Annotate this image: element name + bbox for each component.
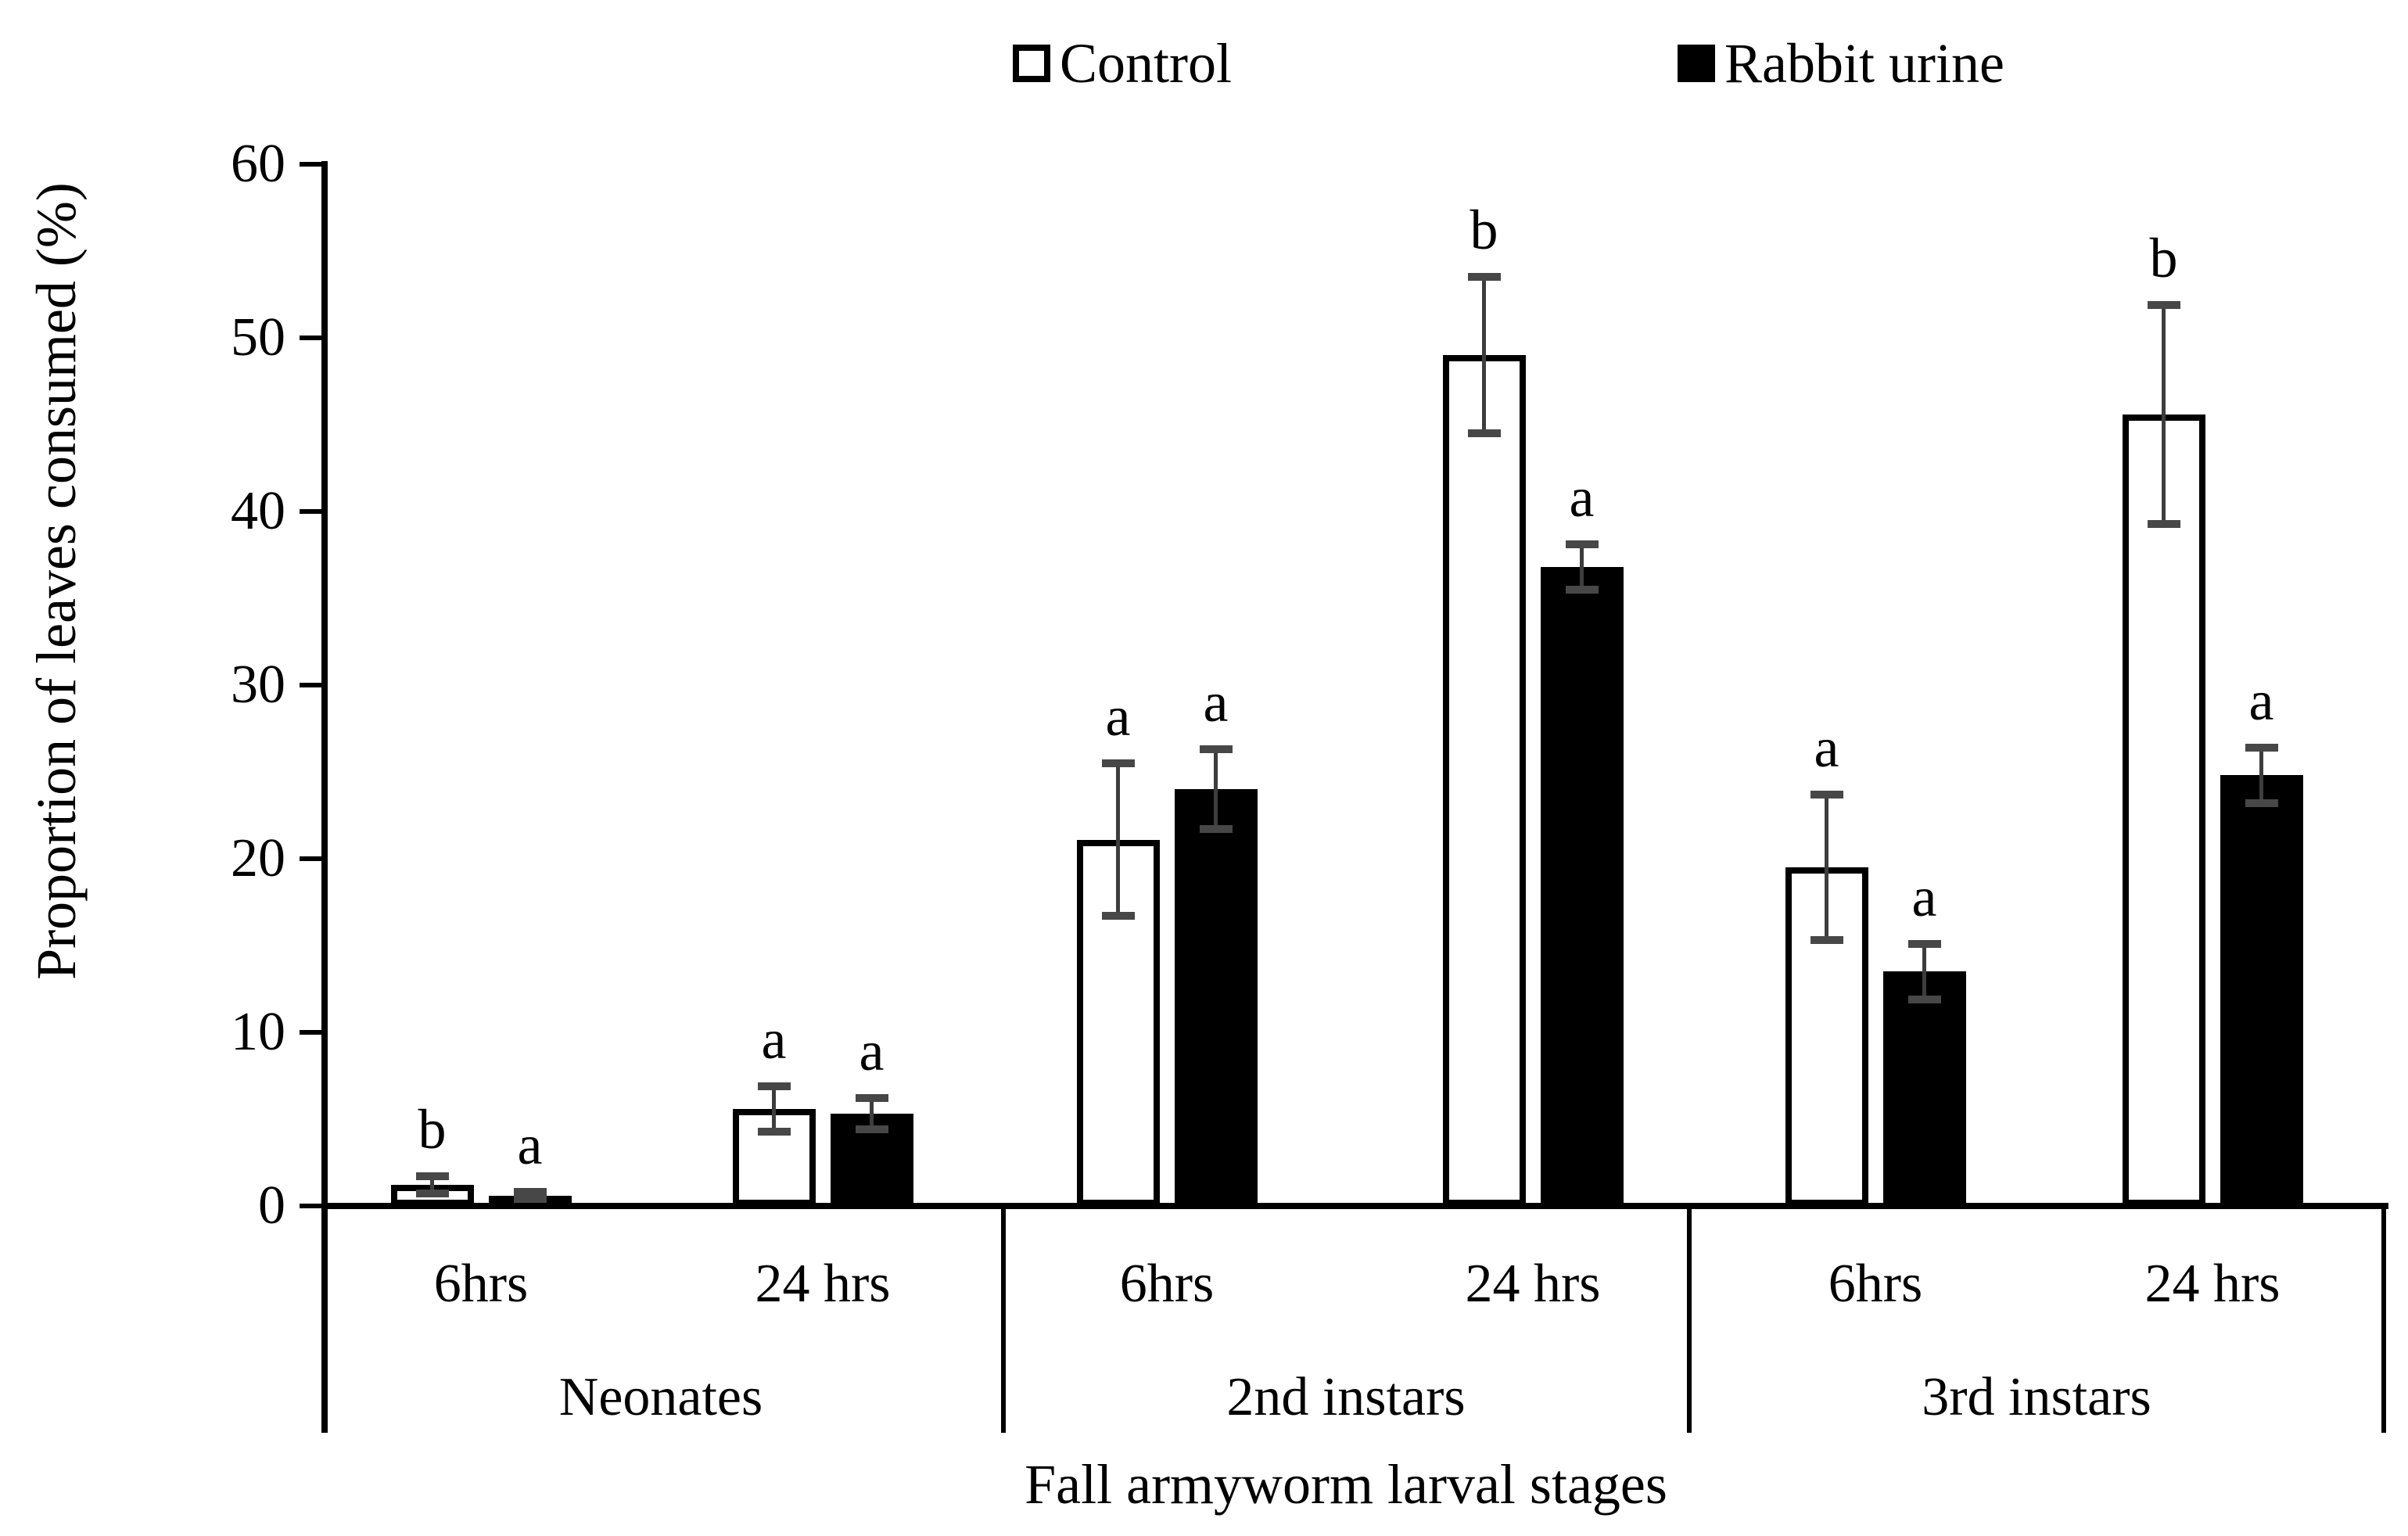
group-separator-line	[1687, 1206, 1692, 1433]
sig-letter-control-neonates-24-hrs: a	[761, 1007, 787, 1071]
error-bar-line-control-neonates-24-hrs	[772, 1086, 776, 1132]
sig-letter-rabbit-urine-2nd-instars-6hrs: a	[1203, 671, 1229, 734]
sig-letter-control-3rd-instars-6hrs: a	[1814, 716, 1839, 779]
y-tick-mark-30	[300, 683, 321, 687]
error-bar-top-cap-rabbit-urine-3rd-instars-6hrs	[1907, 939, 1941, 948]
x-axis-line	[321, 1203, 2388, 1209]
y-tick-label-20: 20	[231, 828, 285, 888]
y-tick-label-60: 60	[231, 134, 285, 194]
y-tick-mark-10	[300, 1030, 321, 1035]
error-bar-line-rabbit-urine-neonates-24-hrs	[870, 1098, 874, 1130]
y-tick-label-0: 0	[258, 1175, 285, 1236]
legend-item-control: Control	[1013, 28, 1232, 99]
error-bar-bottom-cap-control-neonates-24-hrs	[757, 1127, 791, 1136]
y-axis-title: Proportion of leaves consumed (%)	[25, 182, 88, 980]
sig-letter-rabbit-urine-2nd-instars-24-hrs: a	[1569, 466, 1595, 529]
x-tick-label-24hrs-group2: 24 hrs	[2144, 1254, 2281, 1314]
error-bar-line-control-2nd-instars-6hrs	[1116, 763, 1120, 917]
error-bar-top-cap-rabbit-urine-neonates-24-hrs	[855, 1094, 888, 1103]
sig-letter-rabbit-urine-neonates-24-hrs: a	[859, 1020, 885, 1083]
sig-letter-control-2nd-instars-24-hrs: b	[1470, 199, 1498, 262]
bar-rabbit-urine-3rd-instars-24-hrs	[2220, 775, 2303, 1206]
category-box-right-line	[2381, 1206, 2386, 1433]
error-bar-top-cap-control-neonates-6hrs	[415, 1172, 449, 1181]
error-bar-top-cap-control-3rd-instars-24-hrs	[2147, 300, 2180, 309]
y-tick-mark-40	[300, 509, 321, 514]
legend-item-rabbit-urine: Rabbit urine	[1678, 28, 2004, 99]
error-bar-line-control-neonates-6hrs	[430, 1176, 434, 1194]
error-bar-bottom-cap-rabbit-urine-neonates-24-hrs	[855, 1125, 888, 1134]
sig-letter-control-3rd-instars-24-hrs: b	[2149, 226, 2178, 289]
error-bar-top-cap-rabbit-urine-2nd-instars-24-hrs	[1565, 540, 1599, 549]
sig-letter-control-2nd-instars-6hrs: a	[1105, 684, 1131, 748]
y-tick-mark-50	[300, 336, 321, 340]
y-tick-mark-0	[300, 1204, 321, 1208]
legend-label-rabbit-urine: Rabbit urine	[1724, 32, 2004, 95]
group-separator-line	[1001, 1206, 1006, 1433]
error-bar-top-cap-control-3rd-instars-6hrs	[1810, 790, 1843, 799]
sig-letter-rabbit-urine-3rd-instars-6hrs: a	[1911, 865, 1937, 928]
error-bar-bottom-cap-control-2nd-instars-6hrs	[1101, 912, 1135, 921]
sig-letter-control-neonates-6hrs: b	[418, 1098, 447, 1161]
error-bar-top-cap-rabbit-urine-3rd-instars-24-hrs	[2245, 743, 2278, 752]
x-tick-label-24hrs-group1: 24 hrs	[1465, 1254, 1601, 1314]
error-bar-line-rabbit-urine-3rd-instars-6hrs	[1922, 943, 1926, 999]
error-bar-top-cap-control-neonates-24-hrs	[757, 1082, 791, 1090]
bar-rabbit-urine-2nd-instars-24-hrs	[1540, 567, 1624, 1206]
error-bar-bottom-cap-rabbit-urine-2nd-instars-24-hrs	[1565, 585, 1599, 594]
error-bar-bottom-cap-rabbit-urine-3rd-instars-6hrs	[1907, 995, 1941, 1003]
error-bar-top-cap-rabbit-urine-2nd-instars-6hrs	[1199, 745, 1233, 754]
y-tick-mark-60	[300, 162, 321, 167]
error-bar-top-cap-control-2nd-instars-6hrs	[1101, 759, 1135, 767]
x-tick-label-24hrs-group0: 24 hrs	[755, 1254, 891, 1314]
rabbit-urine-swatch-icon	[1678, 45, 1715, 82]
y-tick-mark-20	[300, 856, 321, 861]
error-bar-bottom-cap-rabbit-urine-3rd-instars-24-hrs	[2245, 799, 2278, 807]
error-bar-bottom-cap-control-neonates-6hrs	[415, 1190, 449, 1198]
x-tick-label-6hrs-group2: 6hrs	[1828, 1254, 1923, 1314]
sig-letter-rabbit-urine-3rd-instars-24-hrs: a	[2248, 669, 2274, 732]
error-bar-top-cap-rabbit-urine-neonates-6hrs	[513, 1188, 547, 1197]
error-bar-line-rabbit-urine-2nd-instars-24-hrs	[1580, 544, 1584, 590]
y-tick-label-50: 50	[231, 307, 285, 368]
x-tick-label-6hrs-group0: 6hrs	[433, 1254, 529, 1314]
bar-rabbit-urine-3rd-instars-6hrs	[1882, 971, 1966, 1206]
bar-control-3rd-instars-24-hrs	[2122, 414, 2205, 1206]
bar-rabbit-urine-2nd-instars-6hrs	[1174, 789, 1258, 1206]
error-bar-line-rabbit-urine-3rd-instars-24-hrs	[2259, 747, 2263, 803]
sig-letter-rabbit-urine-neonates-6hrs: a	[517, 1114, 543, 1177]
error-bar-line-rabbit-urine-2nd-instars-6hrs	[1214, 749, 1218, 830]
y-tick-label-40: 40	[231, 481, 285, 541]
bar-control-2nd-instars-24-hrs	[1442, 355, 1526, 1206]
legend: Control Rabbit urine	[0, 28, 2408, 99]
legend-label-control: Control	[1060, 32, 1233, 95]
y-tick-label-10: 10	[231, 1002, 285, 1062]
x-tick-label-6hrs-group1: 6hrs	[1119, 1254, 1215, 1314]
error-bar-line-control-3rd-instars-24-hrs	[2162, 304, 2166, 524]
error-bar-line-control-2nd-instars-24-hrs	[1482, 277, 1486, 434]
error-bar-bottom-cap-control-3rd-instars-6hrs	[1810, 936, 1843, 945]
control-swatch-icon	[1013, 45, 1050, 82]
error-bar-bottom-cap-rabbit-urine-neonates-6hrs	[513, 1195, 547, 1204]
error-bar-bottom-cap-rabbit-urine-2nd-instars-6hrs	[1199, 825, 1233, 834]
group-label-neonates: Neonates	[558, 1367, 763, 1427]
group-label-3rd-instars: 3rd instars	[1922, 1367, 2151, 1427]
y-axis-line	[321, 161, 328, 1433]
group-label-2nd-instars: 2nd instars	[1226, 1367, 1466, 1427]
error-bar-bottom-cap-control-3rd-instars-24-hrs	[2147, 519, 2180, 528]
error-bar-bottom-cap-control-2nd-instars-24-hrs	[1467, 429, 1501, 438]
error-bar-line-control-3rd-instars-6hrs	[1825, 794, 1828, 941]
x-axis-title: Fall armyworm larval stages	[1025, 1453, 1667, 1516]
error-bar-top-cap-control-2nd-instars-24-hrs	[1467, 273, 1501, 282]
y-tick-label-30: 30	[231, 655, 285, 715]
